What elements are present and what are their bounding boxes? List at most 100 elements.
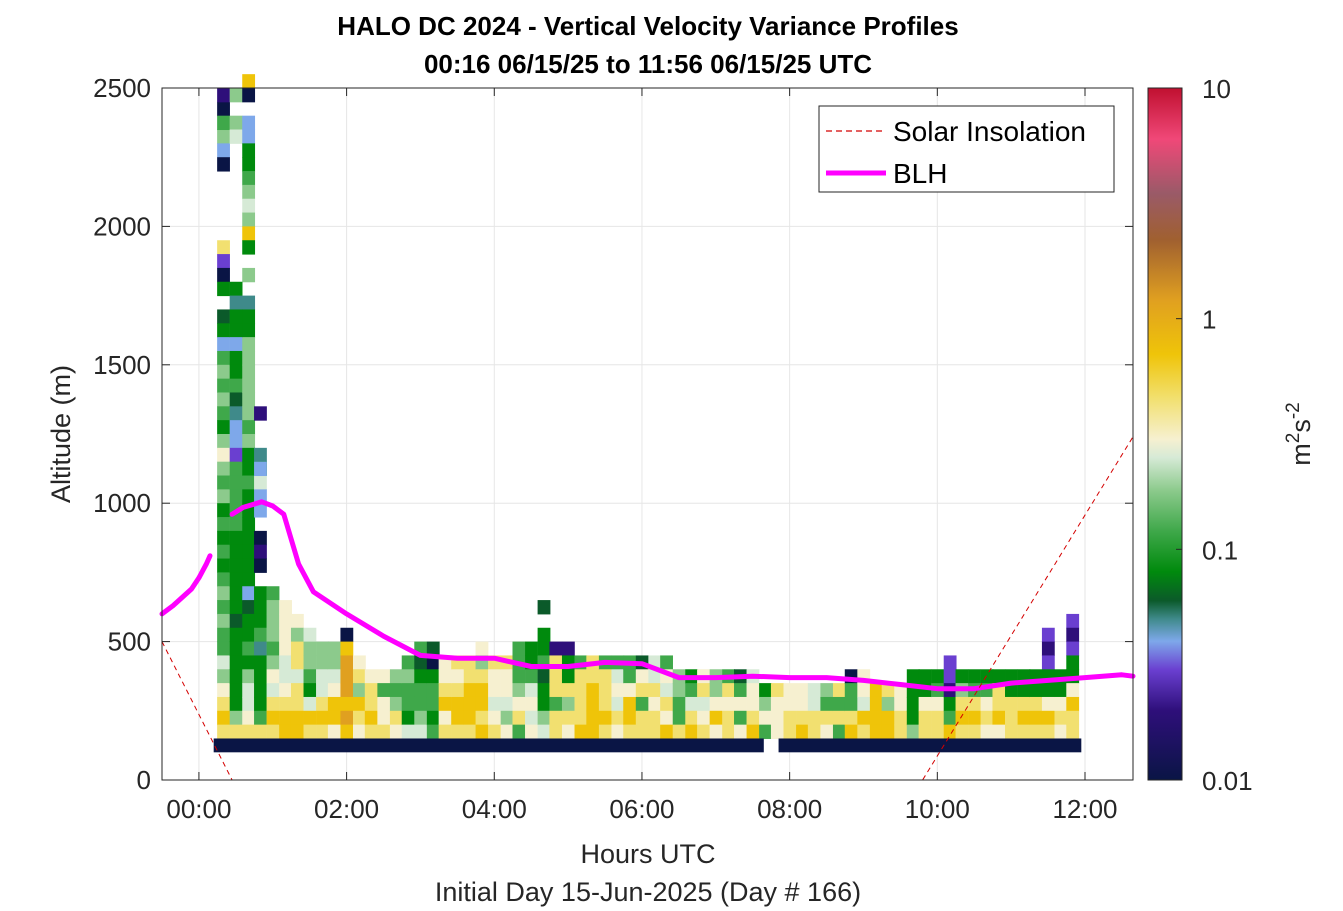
variance-cell (217, 267, 230, 283)
variance-cell (242, 115, 256, 131)
variance-cell (229, 558, 243, 573)
variance-cell (340, 655, 354, 670)
variance-cell (1054, 724, 1068, 739)
variance-cell (1029, 724, 1043, 739)
variance-cell (574, 669, 588, 684)
variance-cell (364, 683, 378, 698)
variance-cell (500, 724, 514, 739)
variance-cell (869, 683, 883, 698)
variance-cell (611, 724, 625, 739)
variance-cell (389, 710, 403, 726)
colorbar-gradient (1147, 87, 1183, 781)
variance-cell (254, 544, 267, 560)
legend: Solar Insolation BLH (818, 105, 1115, 193)
colorbar-tick-label: 10 (1202, 74, 1231, 104)
variance-cell (561, 724, 575, 739)
variance-cell (672, 696, 686, 712)
variance-cell (254, 600, 267, 615)
variance-cell (844, 724, 858, 739)
variance-cell (242, 600, 256, 615)
variance-cell (316, 724, 329, 739)
variance-cell (242, 406, 256, 421)
variance-cell (549, 669, 563, 684)
variance-cell (242, 447, 256, 463)
variance-cell (500, 669, 514, 684)
variance-cell (327, 710, 341, 726)
variance-cell (648, 683, 662, 698)
variance-cell (980, 696, 994, 712)
variance-cell (894, 696, 908, 712)
variance-cell (217, 240, 230, 255)
variance-cell (451, 710, 465, 726)
variance-cell (266, 683, 280, 698)
variance-cell (290, 627, 304, 643)
variance-cell (229, 406, 243, 421)
variance-cell (1005, 724, 1018, 739)
variance-cell (1054, 710, 1068, 726)
variance-cell (931, 696, 944, 712)
variance-cell (254, 641, 267, 656)
variance-cell (451, 683, 465, 698)
variance-cell (672, 724, 686, 739)
variance-cell (561, 641, 575, 656)
variance-cell (316, 669, 329, 684)
variance-cell (426, 669, 440, 684)
variance-cell (709, 683, 723, 698)
x-axis-label-secondary: Initial Day 15-Jun-2025 (Day # 166) (435, 877, 861, 907)
variance-cell (1005, 710, 1018, 726)
colorbar-label-sup1: 2 (1283, 433, 1304, 444)
variance-cell (623, 669, 637, 684)
variance-cell (783, 683, 797, 698)
y-axis-ticks: 0 500 1000 1500 2000 2500 (93, 73, 1133, 795)
variance-cell (266, 641, 280, 656)
variance-cell (685, 724, 699, 739)
variance-cell (968, 710, 981, 726)
variance-cell (475, 669, 489, 684)
variance-cell (229, 420, 243, 435)
variance-cell (217, 586, 230, 601)
variance-cell (438, 724, 452, 739)
variance-cell (635, 696, 649, 712)
variance-cell (316, 696, 329, 712)
variance-cell (1041, 724, 1055, 739)
variance-cell (290, 655, 304, 670)
variance-cell (648, 669, 662, 684)
variance-cell (364, 710, 378, 726)
variance-cell (327, 641, 341, 656)
variance-cell (242, 143, 256, 158)
variance-cell (598, 724, 612, 739)
variance-cell (242, 226, 256, 241)
variance-cell (242, 530, 256, 546)
variance-cell (475, 710, 489, 726)
variance-cell (525, 724, 538, 739)
variance-cell (217, 281, 230, 297)
variance-cell (451, 669, 465, 684)
variance-cell (254, 461, 267, 477)
variance-cell (389, 696, 403, 712)
variance-cell (229, 724, 243, 739)
variance-cell (660, 683, 673, 698)
variance-cell (242, 627, 256, 643)
variance-cell (242, 641, 256, 656)
variance-cell (316, 641, 329, 656)
variance-cell (242, 586, 256, 601)
variance-cell (1041, 696, 1055, 712)
variance-cell (217, 627, 230, 643)
variance-cell (894, 710, 908, 726)
variance-cell (943, 655, 957, 670)
variance-cell (242, 710, 256, 726)
variance-cell (254, 683, 267, 698)
variance-cell (242, 613, 256, 629)
variance-cell (290, 724, 304, 739)
variance-cell (734, 683, 747, 698)
variance-cell (217, 447, 230, 463)
variance-cell (1029, 683, 1043, 698)
plot-frame (161, 87, 1134, 781)
variance-cell (512, 683, 526, 698)
variance-cell (364, 724, 378, 739)
variance-cell (303, 710, 317, 726)
variance-cell (992, 710, 1006, 726)
variance-cell (574, 710, 588, 726)
variance-cell (623, 683, 637, 698)
